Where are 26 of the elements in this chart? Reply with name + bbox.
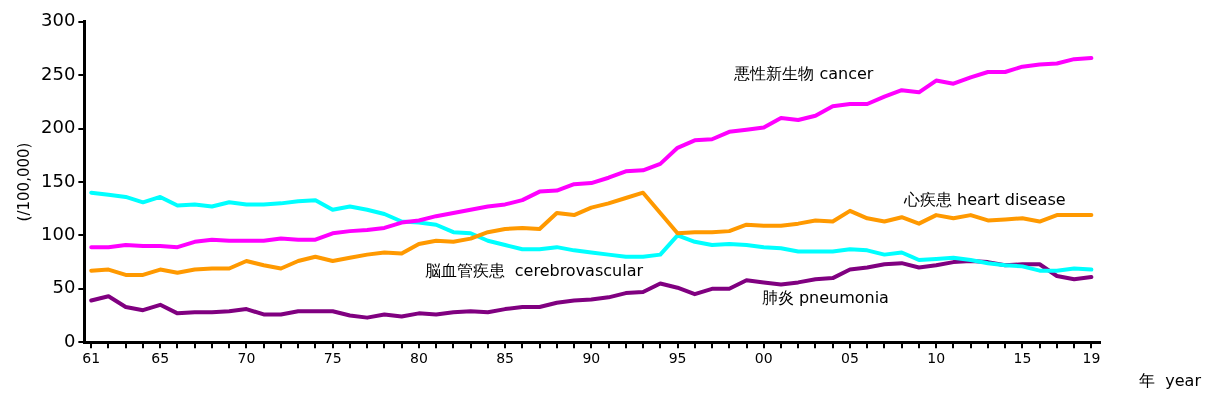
x-tick-label: 85: [496, 350, 515, 367]
x-axis-title: 年 year: [1139, 371, 1202, 391]
series-label: 心疾患 heart disease: [902, 190, 1066, 210]
y-tick-label: 150: [41, 169, 76, 191]
x-tick-label: 95: [668, 350, 687, 367]
x-tick-label: 80: [409, 350, 428, 367]
y-tick-label: 300: [41, 9, 76, 31]
y-tick-label: 0: [63, 329, 76, 351]
x-tick-label: 05: [841, 350, 859, 367]
x-tick-label: 19: [1082, 350, 1101, 367]
x-tick-label: 15: [1013, 350, 1032, 367]
y-tick-label: 200: [41, 116, 76, 138]
y-tick-label: 100: [41, 223, 76, 245]
x-tick-label: 70: [237, 350, 256, 367]
y-axis-title: (/100,000): [14, 142, 33, 222]
x-tick-label: 90: [582, 350, 601, 367]
x-tick-label: 00: [754, 350, 773, 367]
x-tick-label: 65: [151, 350, 170, 367]
series-label: 悪性新生物 cancer: [733, 63, 874, 83]
series-label: 脳血管疾患 cerebrovascular: [424, 260, 644, 280]
y-tick-label: 250: [41, 62, 76, 84]
x-tick-label: 10: [927, 350, 946, 367]
y-tick-label: 50: [52, 276, 76, 298]
x-tick-label: 75: [323, 350, 342, 367]
series-label: 肺炎 pneumonia: [761, 288, 889, 308]
x-tick-label: 61: [82, 350, 101, 367]
